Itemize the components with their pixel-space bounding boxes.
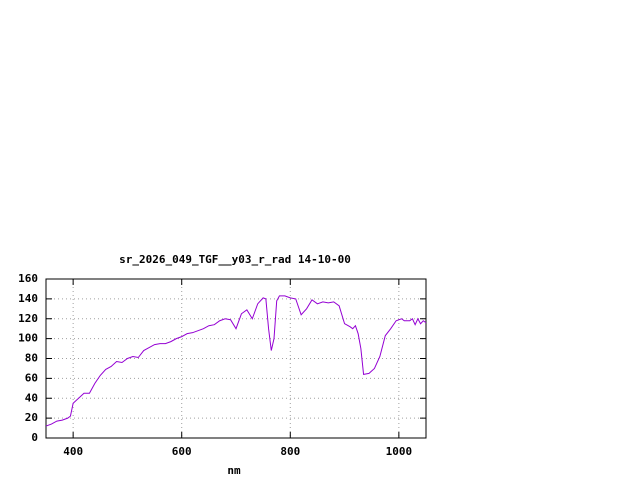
x-tick-label: 1000	[386, 445, 413, 458]
plot-frame	[45, 278, 427, 439]
y-tick-label: 120	[18, 312, 38, 325]
x-tick-label: 800	[280, 445, 300, 458]
chart-title: sr_2026_049_TGF__y03_r_rad 14-10-00	[119, 253, 351, 266]
y-tick-label: 100	[18, 332, 38, 345]
y-tick-label: 60	[25, 371, 38, 384]
x-axis-label: nm	[227, 464, 241, 477]
y-tick-label: 40	[25, 391, 38, 404]
x-tick-label: 600	[172, 445, 192, 458]
y-tick-label: 0	[31, 431, 38, 444]
x-tick-label: 400	[63, 445, 83, 458]
y-tick-label: 20	[25, 411, 38, 424]
y-tick-label: 160	[18, 272, 38, 285]
y-tick-label: 140	[18, 292, 38, 305]
data-line	[45, 295, 427, 427]
y-tick-label: 80	[25, 352, 38, 365]
